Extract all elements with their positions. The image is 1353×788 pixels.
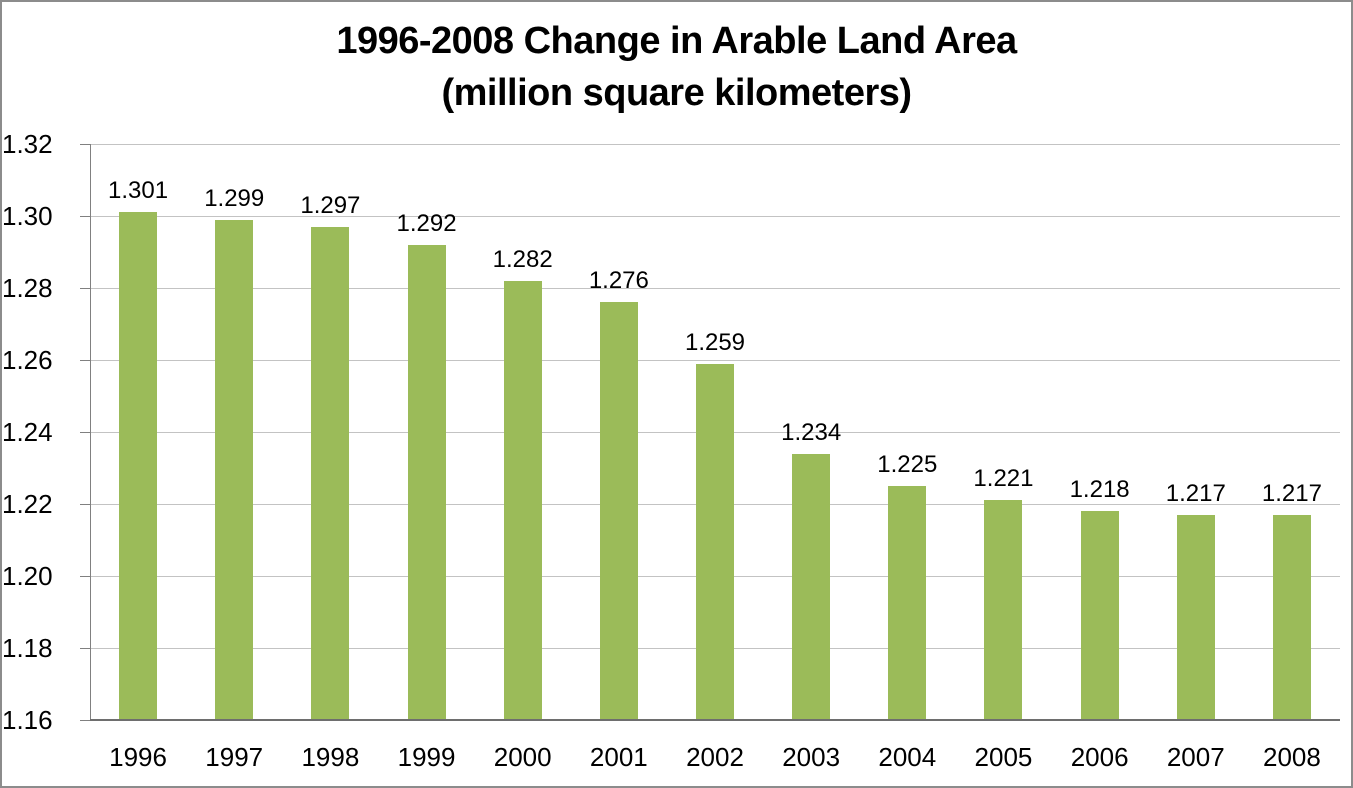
- y-axis-tick: [80, 648, 90, 649]
- bar-value-label-2007: 1.217: [1165, 479, 1226, 507]
- bar-2005[interactable]: [984, 500, 1023, 720]
- x-axis-label-2003: 2003: [782, 742, 841, 772]
- y-axis-label: 1.20: [2, 561, 53, 591]
- chart-title: 1996-2008 Change in Arable Land Area (mi…: [2, 15, 1351, 119]
- x-axis-label-2005: 2005: [974, 742, 1033, 772]
- chart-title-line1: 1996-2008 Change in Arable Land Area: [336, 20, 1017, 62]
- y-axis-tick: [80, 360, 90, 361]
- chart-title-line2: (million square kilometers): [441, 72, 912, 114]
- gridline: [90, 144, 1340, 145]
- y-axis-tick: [80, 216, 90, 217]
- bar-value-label-2006: 1.218: [1069, 476, 1130, 504]
- x-axis-label-1998: 1998: [301, 742, 360, 772]
- x-axis: [90, 719, 1340, 721]
- x-axis-label-2000: 2000: [493, 742, 552, 772]
- y-axis-label: 1.28: [2, 273, 53, 303]
- bar-value-label-2002: 1.259: [684, 328, 746, 356]
- bar-value-label-1997: 1.299: [204, 184, 265, 212]
- y-axis: [90, 144, 91, 720]
- bar-2008[interactable]: [1272, 514, 1311, 720]
- bar-1996[interactable]: [119, 212, 158, 720]
- x-axis-label-2002: 2002: [686, 742, 744, 772]
- x-axis-label-2006: 2006: [1070, 742, 1129, 772]
- bar-value-label-2005: 1.221: [973, 465, 1034, 493]
- x-axis-label-1997: 1997: [205, 742, 264, 772]
- x-axis-label-2001: 2001: [589, 742, 648, 772]
- bar-value-label-2001: 1.276: [588, 267, 649, 295]
- y-axis-label: 1.32: [2, 129, 53, 159]
- bar-2007[interactable]: [1176, 514, 1215, 720]
- x-axis-label-2007: 2007: [1166, 742, 1225, 772]
- bar-value-label-2008: 1.217: [1261, 479, 1322, 507]
- y-axis-tick: [80, 144, 90, 145]
- bar-2006[interactable]: [1080, 511, 1119, 720]
- bar-1998[interactable]: [311, 226, 350, 720]
- y-axis-tick: [80, 504, 90, 505]
- bar-2003[interactable]: [792, 453, 831, 720]
- y-axis-label: 1.24: [2, 417, 53, 447]
- y-axis-label: 1.22: [2, 489, 53, 519]
- y-axis-tick: [80, 576, 90, 577]
- y-axis-label: 1.18: [2, 633, 53, 663]
- gridline: [90, 288, 1340, 289]
- y-axis-label: 1.16: [2, 705, 53, 735]
- y-axis-tick: [80, 288, 90, 289]
- bar-value-label-1998: 1.297: [300, 191, 361, 219]
- y-axis-label: 1.26: [2, 345, 53, 375]
- x-axis-label-2004: 2004: [878, 742, 937, 772]
- bar-value-label-2000: 1.282: [492, 245, 553, 273]
- x-axis-label-1996: 1996: [109, 742, 167, 772]
- y-axis-label: 1.30: [2, 201, 53, 231]
- gridline: [90, 360, 1340, 361]
- x-axis-label-1999: 1999: [397, 742, 456, 772]
- bar-value-label-2003: 1.234: [781, 418, 842, 446]
- y-axis-tick: [80, 720, 90, 721]
- bar-1997[interactable]: [215, 219, 254, 720]
- bar-2002[interactable]: [696, 363, 734, 720]
- bar-2004[interactable]: [888, 486, 927, 720]
- x-axis-label-2008: 2008: [1263, 742, 1321, 772]
- bar-value-label-1996: 1.301: [108, 177, 169, 205]
- gridline: [90, 216, 1340, 217]
- y-axis-tick: [80, 432, 90, 433]
- bar-2000[interactable]: [503, 280, 542, 720]
- bar-2001[interactable]: [599, 302, 638, 720]
- bar-value-label-1999: 1.292: [396, 209, 457, 237]
- bar-value-label-2004: 1.225: [877, 451, 938, 478]
- bar-1999[interactable]: [407, 244, 446, 720]
